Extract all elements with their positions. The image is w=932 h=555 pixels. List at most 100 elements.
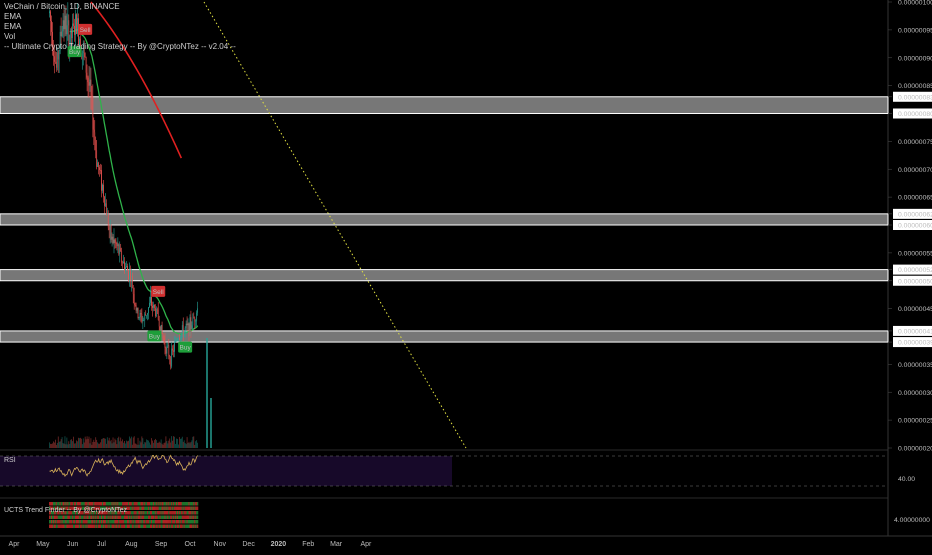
ucts-cell (60, 502, 62, 506)
ucts-cell (51, 502, 54, 506)
ucts-cell (126, 515, 129, 519)
ucts-cell (127, 502, 130, 506)
legend-strategy[interactable]: -- Ultimate Crypto Trading Strategy -- B… (4, 42, 236, 51)
volume-bar (84, 436, 86, 448)
ucts-cell (188, 524, 190, 528)
ucts-cell (161, 515, 163, 519)
volume-bar (67, 444, 69, 448)
ucts-cell (50, 520, 52, 524)
signal-box (67, 46, 82, 58)
ucts-cell (50, 515, 52, 519)
candle-body (104, 203, 106, 206)
ucts-cell (96, 511, 98, 515)
candle-body (197, 308, 198, 313)
candle-body (63, 20, 65, 30)
ucts-cell (180, 520, 182, 524)
ucts-cell (86, 524, 88, 528)
candle-body (97, 162, 99, 167)
ucts-cell (137, 502, 139, 506)
ucts-cell (94, 524, 96, 528)
rsi-label[interactable]: RSI (4, 457, 16, 464)
ucts-cell (70, 524, 72, 528)
ucts-cell (114, 524, 116, 528)
ucts-cell (125, 515, 128, 519)
signal-text: Buy (149, 334, 161, 341)
candle-body (196, 312, 198, 322)
ucts-cell (122, 506, 124, 510)
ucts-cell (166, 511, 168, 515)
ucts-cell (95, 515, 97, 519)
ucts-cell (53, 506, 55, 510)
ucts-cell (110, 502, 112, 506)
ucts-cell (187, 515, 189, 519)
ucts-cell (178, 511, 180, 515)
price-tick-label: 0.00000035 (898, 362, 932, 369)
ema-green-line (69, 28, 199, 335)
ucts-cell (128, 502, 130, 506)
volume-bar (171, 436, 173, 448)
ucts-cell (122, 515, 124, 519)
candle-body (129, 271, 130, 280)
ucts-cell (122, 502, 124, 506)
volume-bar (181, 436, 183, 448)
ucts-cell (138, 502, 140, 506)
volume-bar (138, 444, 140, 448)
ucts-cell (118, 506, 120, 510)
ucts-cell (50, 502, 52, 506)
ucts-cell (99, 515, 101, 519)
ucts-cell (111, 515, 113, 519)
ucts-cell (81, 506, 83, 510)
legend-vol[interactable]: Vol (4, 32, 16, 41)
ucts-cell (168, 511, 170, 515)
ucts-cell (196, 511, 198, 515)
ucts-cell (169, 515, 171, 519)
ucts-cell (83, 520, 85, 524)
ucts-cell (91, 520, 93, 524)
candle-body (143, 319, 145, 321)
ucts-cell (180, 502, 182, 506)
ucts-cell (103, 511, 105, 515)
ucts-cell (131, 506, 133, 510)
legend-ema-1[interactable]: EMA (4, 12, 22, 21)
ucts-cell (121, 502, 123, 506)
ucts-cell (75, 515, 78, 519)
ucts-cell (124, 506, 126, 510)
ucts-cell (86, 515, 88, 519)
ucts-cell (67, 520, 69, 524)
ucts-cell (173, 506, 175, 510)
ucts-cell (143, 520, 145, 524)
ucts-cell (84, 506, 86, 510)
volume-bar (97, 442, 99, 448)
volume-bar (165, 436, 167, 448)
ucts-cell (52, 511, 55, 515)
ucts-cell (150, 520, 152, 524)
ucts-label[interactable]: UCTS Trend Finder -- By @CryptoNTez (4, 507, 128, 514)
legend-symbol[interactable]: VeChain / Bitcoin, 1D, BINANCE (4, 2, 120, 11)
ucts-cell (111, 511, 113, 515)
candle-body (176, 340, 177, 341)
volume-bar (54, 439, 56, 448)
candle-body (71, 28, 73, 39)
ucts-cell (50, 515, 53, 519)
ucts-cell (110, 511, 112, 515)
ucts-cell (184, 511, 186, 515)
candle-body (140, 313, 142, 315)
ucts-cell (118, 524, 120, 528)
ucts-cell (51, 511, 54, 515)
ucts-cell (76, 515, 79, 519)
ucts-cell (71, 502, 73, 506)
ucts-cell (175, 511, 178, 515)
ucts-cell (100, 520, 103, 524)
ucts-cell (49, 511, 51, 515)
ucts-cell (123, 511, 125, 515)
ucts-cell (146, 515, 148, 519)
candle-body (179, 338, 180, 340)
legend-ema-2[interactable]: EMA (4, 22, 22, 31)
ucts-cell (78, 511, 80, 515)
ucts-cell (100, 511, 103, 515)
ucts-cell (165, 506, 167, 510)
ucts-cell (124, 520, 126, 524)
ucts-cell (50, 506, 53, 510)
ucts-cell (181, 524, 183, 528)
